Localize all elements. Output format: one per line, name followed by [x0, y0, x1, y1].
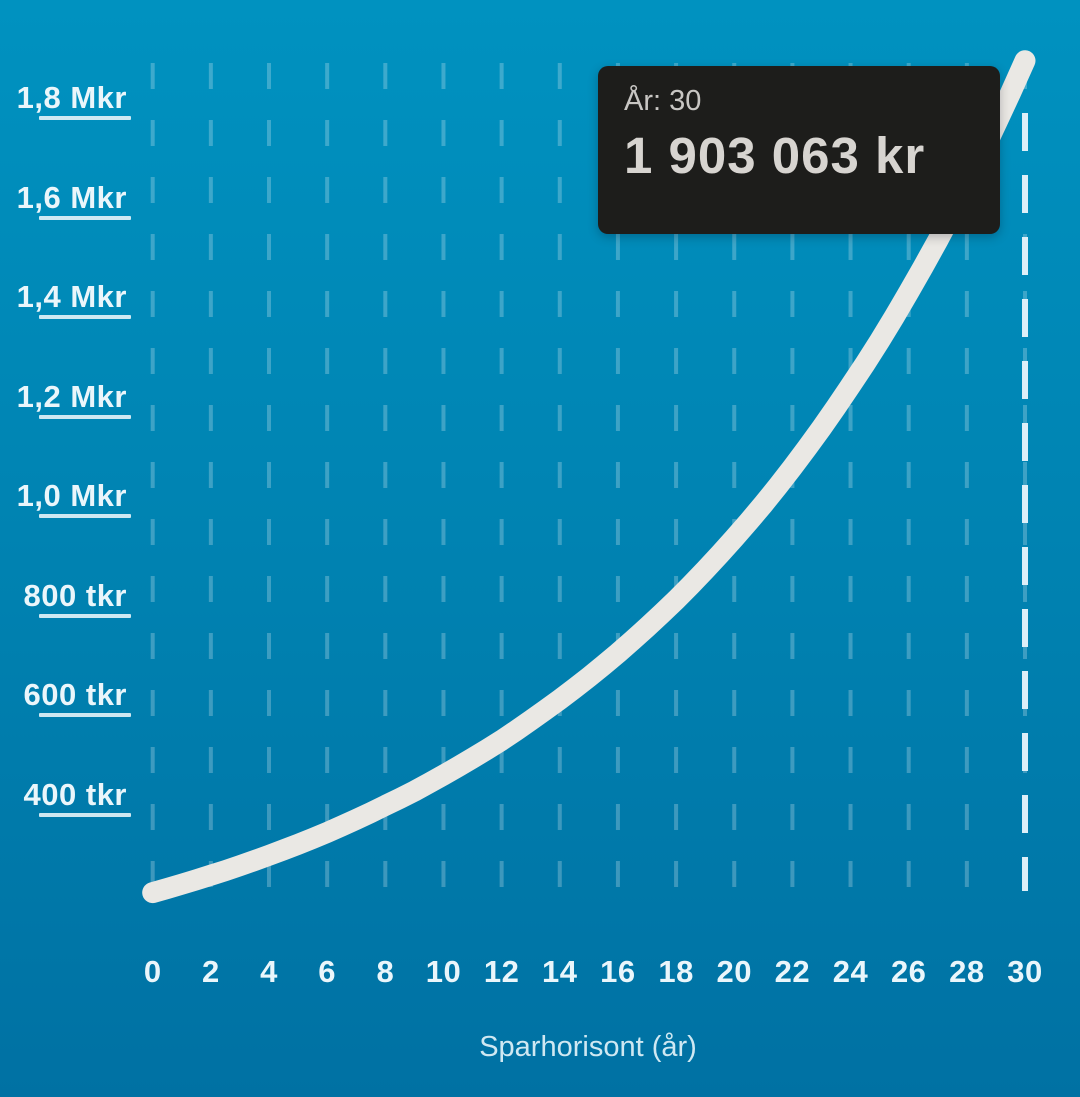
- y-tick-label: 400 tkr: [23, 776, 127, 812]
- x-tick-label: 0: [143, 954, 162, 989]
- y-tick-label: 800 tkr: [23, 577, 127, 613]
- tooltip-value: 1 903 063 kr: [624, 127, 926, 185]
- x-tick-label: 30: [1007, 954, 1043, 989]
- y-tick-label: 600 tkr: [23, 677, 127, 713]
- x-tick-label: 6: [318, 954, 337, 989]
- x-tick-label: 10: [425, 954, 462, 989]
- y-tick-line: [39, 315, 131, 320]
- x-tick-label: 28: [949, 954, 985, 989]
- x-tick-label: 16: [600, 954, 636, 989]
- y-tick-line: [39, 116, 131, 120]
- y-tick-line: [39, 514, 131, 519]
- x-axis-title: Sparhorisont (år): [479, 1031, 697, 1063]
- y-tick-label: 1,0 Mkr: [16, 478, 127, 514]
- y-tick-line: [39, 414, 131, 419]
- x-tick-label: 20: [716, 954, 752, 989]
- y-tick-label: 1,6 Mkr: [16, 179, 127, 215]
- chart-tooltip: År: 30 1 903 063 kr: [598, 66, 1000, 234]
- x-tick-label: 24: [832, 954, 869, 989]
- y-tick-label: 1,2 Mkr: [16, 378, 127, 414]
- x-tick-label: 26: [890, 954, 927, 989]
- x-tick-label: 14: [542, 954, 578, 989]
- x-tick-label: 8: [376, 954, 395, 989]
- x-tick-label: 12: [483, 954, 520, 989]
- x-tick-label: 4: [260, 954, 278, 989]
- y-tick-line: [39, 713, 131, 718]
- y-tick-line: [39, 812, 131, 817]
- x-tick-label: 22: [774, 954, 811, 989]
- y-tick-line: [39, 613, 131, 618]
- tooltip-year-label: År: 30: [624, 85, 702, 117]
- y-tick-label: 1,4 Mkr: [16, 279, 127, 315]
- x-tick-label: 2: [201, 954, 220, 989]
- y-tick-line: [39, 215, 131, 220]
- savings-curve[interactable]: [142, 50, 1036, 904]
- y-tick-label: 1,8 Mkr: [16, 80, 127, 115]
- x-tick-label: 18: [658, 954, 694, 989]
